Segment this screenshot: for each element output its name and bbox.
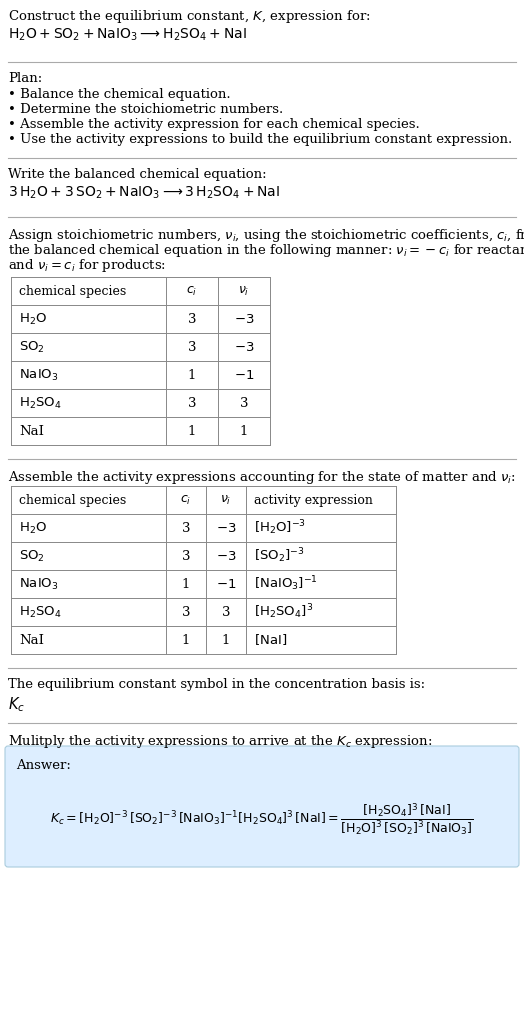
Text: $-1$: $-1$ <box>216 578 236 590</box>
Text: $[\mathrm{NaIO_3}]^{-1}$: $[\mathrm{NaIO_3}]^{-1}$ <box>254 575 318 593</box>
Text: $\mathrm{H_2SO_4}$: $\mathrm{H_2SO_4}$ <box>19 604 62 620</box>
Text: $\mathrm{SO_2}$: $\mathrm{SO_2}$ <box>19 548 45 564</box>
Text: Construct the equilibrium constant, $K$, expression for:: Construct the equilibrium constant, $K$,… <box>8 8 370 25</box>
Text: chemical species: chemical species <box>19 285 126 297</box>
Text: chemical species: chemical species <box>19 493 126 506</box>
Text: $-3$: $-3$ <box>216 522 236 535</box>
Text: 1: 1 <box>188 425 196 438</box>
Text: $\nu_i$: $\nu_i$ <box>220 493 232 506</box>
Text: $\mathrm{NaIO_3}$: $\mathrm{NaIO_3}$ <box>19 577 59 591</box>
Text: Assemble the activity expressions accounting for the state of matter and $\nu_i$: Assemble the activity expressions accoun… <box>8 469 516 486</box>
Text: 1: 1 <box>188 369 196 382</box>
Text: 3: 3 <box>182 522 190 535</box>
Text: 3: 3 <box>222 605 230 619</box>
Text: Answer:: Answer: <box>16 759 71 772</box>
Text: $[\mathrm{NaI}]$: $[\mathrm{NaI}]$ <box>254 633 287 647</box>
Text: 3: 3 <box>182 549 190 563</box>
Text: 3: 3 <box>188 312 196 326</box>
Text: The equilibrium constant symbol in the concentration basis is:: The equilibrium constant symbol in the c… <box>8 678 425 691</box>
Text: 1: 1 <box>182 633 190 646</box>
Text: Assign stoichiometric numbers, $\nu_i$, using the stoichiometric coefficients, $: Assign stoichiometric numbers, $\nu_i$, … <box>8 227 524 244</box>
Text: $-3$: $-3$ <box>216 549 236 563</box>
Text: NaI: NaI <box>19 633 44 646</box>
Text: $-1$: $-1$ <box>234 369 254 382</box>
Text: $[\mathrm{H_2O}]^{-3}$: $[\mathrm{H_2O}]^{-3}$ <box>254 519 306 537</box>
Text: and $\nu_i = c_i$ for products:: and $\nu_i = c_i$ for products: <box>8 257 166 274</box>
Bar <box>11 486 396 654</box>
Text: $K_c$: $K_c$ <box>8 695 25 714</box>
Text: $-3$: $-3$ <box>234 340 254 353</box>
Text: 1: 1 <box>182 578 190 590</box>
Text: $\mathrm{SO_2}$: $\mathrm{SO_2}$ <box>19 339 45 354</box>
Text: activity expression: activity expression <box>254 493 373 506</box>
Text: $c_i$: $c_i$ <box>180 493 192 506</box>
Text: $\mathrm{NaIO_3}$: $\mathrm{NaIO_3}$ <box>19 368 59 383</box>
Text: Plan:: Plan: <box>8 72 42 85</box>
Text: 3: 3 <box>240 396 248 409</box>
Text: $\mathrm{H_2O + SO_2 + NaIO_3 \longrightarrow H_2SO_4 + NaI}$: $\mathrm{H_2O + SO_2 + NaIO_3 \longright… <box>8 27 247 44</box>
Text: $[\mathrm{H_2SO_4}]^{3}$: $[\mathrm{H_2SO_4}]^{3}$ <box>254 602 313 622</box>
Text: $-3$: $-3$ <box>234 312 254 326</box>
Text: • Determine the stoichiometric numbers.: • Determine the stoichiometric numbers. <box>8 103 283 116</box>
FancyBboxPatch shape <box>5 746 519 867</box>
Text: 1: 1 <box>240 425 248 438</box>
Text: $[\mathrm{SO_2}]^{-3}$: $[\mathrm{SO_2}]^{-3}$ <box>254 546 304 566</box>
Text: 3: 3 <box>188 340 196 353</box>
Text: NaI: NaI <box>19 425 44 438</box>
Text: • Assemble the activity expression for each chemical species.: • Assemble the activity expression for e… <box>8 118 420 131</box>
Text: • Use the activity expressions to build the equilibrium constant expression.: • Use the activity expressions to build … <box>8 133 512 146</box>
Text: $\nu_i$: $\nu_i$ <box>238 285 250 297</box>
Text: the balanced chemical equation in the following manner: $\nu_i = -c_i$ for react: the balanced chemical equation in the fo… <box>8 242 524 259</box>
Text: $K_c = [\mathrm{H_2O}]^{-3}\,[\mathrm{SO_2}]^{-3}\,[\mathrm{NaIO_3}]^{-1}[\mathr: $K_c = [\mathrm{H_2O}]^{-3}\,[\mathrm{SO… <box>50 801 474 837</box>
Text: Write the balanced chemical equation:: Write the balanced chemical equation: <box>8 168 267 181</box>
Text: 3: 3 <box>188 396 196 409</box>
Text: Mulitply the activity expressions to arrive at the $K_c$ expression:: Mulitply the activity expressions to arr… <box>8 733 432 750</box>
Text: $\mathrm{3\,H_2O + 3\,SO_2 + NaIO_3 \longrightarrow 3\,H_2SO_4 + NaI}$: $\mathrm{3\,H_2O + 3\,SO_2 + NaIO_3 \lon… <box>8 185 280 201</box>
Text: $\mathrm{H_2O}$: $\mathrm{H_2O}$ <box>19 521 47 536</box>
Text: 3: 3 <box>182 605 190 619</box>
Bar <box>11 277 270 445</box>
Text: $\mathrm{H_2O}$: $\mathrm{H_2O}$ <box>19 311 47 327</box>
Text: $c_i$: $c_i$ <box>187 285 198 297</box>
Text: 1: 1 <box>222 633 230 646</box>
Text: • Balance the chemical equation.: • Balance the chemical equation. <box>8 88 231 101</box>
Text: $\mathrm{H_2SO_4}$: $\mathrm{H_2SO_4}$ <box>19 395 62 410</box>
